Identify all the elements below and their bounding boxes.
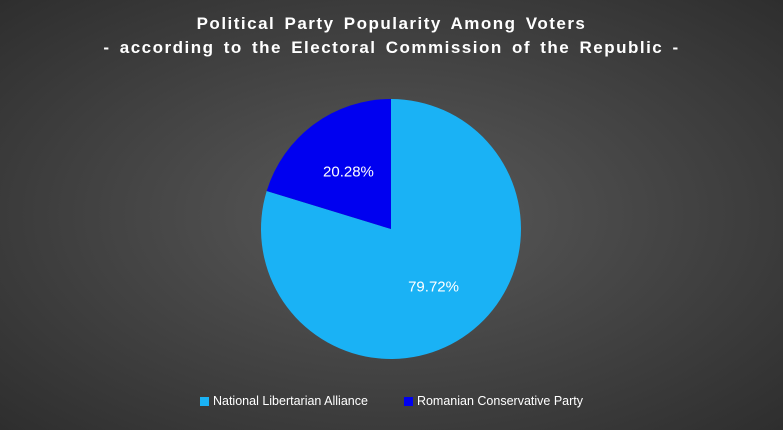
pie-data-label-0: 79.72%: [408, 278, 459, 295]
pie-slices: [261, 99, 521, 359]
chart-title-block: Political Party Popularity Among Voters …: [0, 12, 783, 60]
legend-label-1: Romanian Conservative Party: [416, 394, 583, 408]
legend-item-romanian-conservative-party: Romanian Conservative Party: [403, 394, 583, 408]
legend: National Libertarian Alliance Romanian C…: [0, 394, 783, 408]
legend-swatch-1: [403, 396, 413, 406]
legend-item-national-libertarian-alliance: National Libertarian Alliance: [199, 394, 368, 408]
chart-subtitle: - according to the Electoral Commission …: [103, 38, 680, 57]
legend-swatch-0: [199, 396, 209, 406]
legend-label-0: National Libertarian Alliance: [212, 394, 368, 408]
pie-data-label-1: 20.28%: [323, 164, 374, 181]
pie-slice-1: [266, 99, 391, 229]
chart-title: Political Party Popularity Among Voters: [196, 14, 587, 33]
pie-data-labels: 79.72% 20.28%: [323, 164, 459, 296]
